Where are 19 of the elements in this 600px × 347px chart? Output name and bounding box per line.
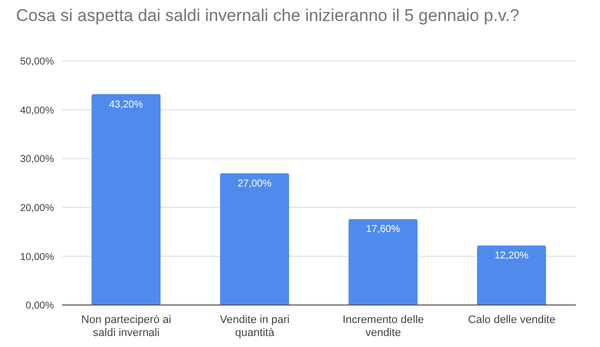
x-tick-label: Calo delle vendite [468, 314, 556, 326]
x-tick-label: Non parteciperò ai saldi invernali [81, 314, 172, 339]
data-label: 12,20% [494, 250, 529, 262]
bar [220, 173, 290, 305]
bar [348, 219, 418, 305]
data-label: 17,60% [366, 224, 400, 236]
y-tick-label: 20,00% [20, 202, 54, 214]
x-tick-label: Vendite in pari quantità [220, 314, 290, 339]
y-tick-label: 10,00% [20, 252, 54, 263]
y-tick-label: 50,00% [20, 56, 54, 68]
data-label: 27,00% [238, 178, 272, 190]
y-tick-label: 40,00% [20, 105, 54, 116]
bar [92, 94, 161, 305]
x-tick-label: Incremento delle vendite [342, 314, 424, 339]
chart-title: Cosa si aspetta dai saldi invernali che inizieranno il 5 gennaio p.v.? [16, 6, 520, 25]
data-label: 43,20% [109, 99, 144, 110]
y-tick-label: 0,00% [26, 300, 54, 312]
y-tick-label: 30,00% [20, 154, 54, 166]
bar [477, 245, 546, 305]
